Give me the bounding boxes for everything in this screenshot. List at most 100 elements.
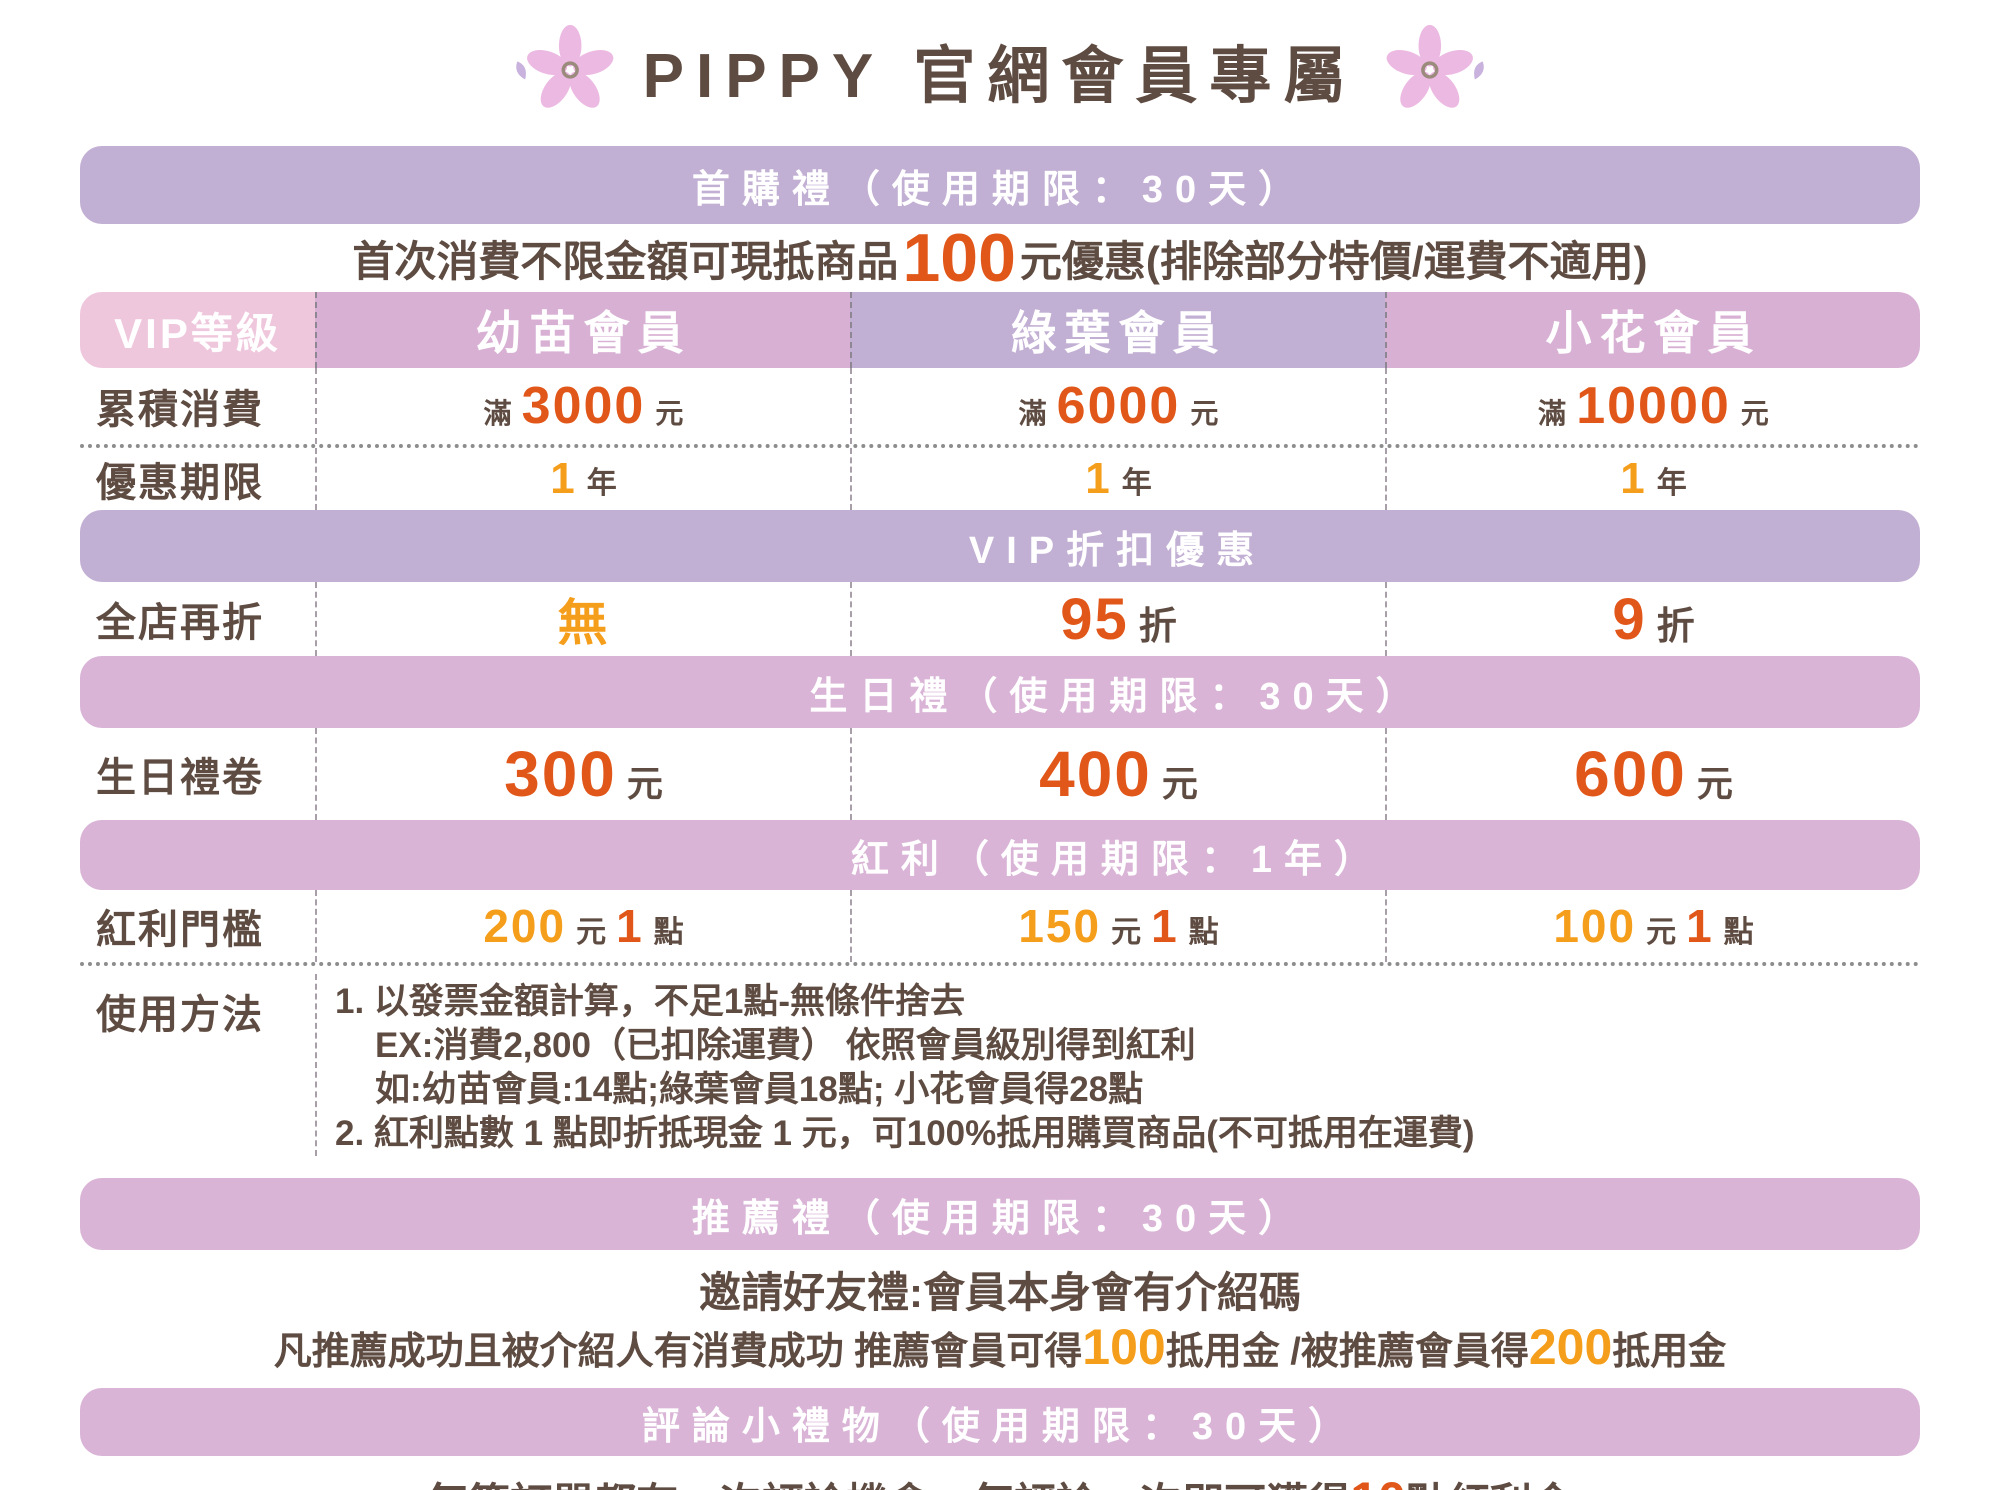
period-cell-seedling: 1 年 [315, 448, 850, 510]
spend-cell-flower: 滿 10000 元 [1385, 368, 1920, 444]
period-unit: 年 [1121, 467, 1152, 500]
review-pre: 每筆訂單都有一次評論機會，每評論一次即可獲得 [426, 1470, 1350, 1490]
review-banner-label: 評論小禮物（使用期限：30天） [641, 1405, 1359, 1448]
threshold-unit: 元 [576, 916, 607, 949]
usage-line-4: 2. 紅利點數 1 點即折抵現金 1 元，可100%抵用購買商品(不可抵用在運費… [335, 1114, 1475, 1153]
birthday-amount: 400 [1039, 738, 1152, 810]
row-label: 累積消費 [96, 388, 264, 432]
tier-header-flower: 小花會員 [1385, 292, 1920, 368]
discount-row: 全店再折 無 95 折 9 折 [80, 582, 1920, 656]
review-post: 點紅利金 [1406, 1470, 1574, 1490]
spend-unit: 元 [655, 398, 684, 429]
threshold-points: 1 [616, 900, 644, 952]
discount-value: 無 [557, 595, 610, 651]
discount-cell-flower: 9 折 [1385, 582, 1920, 656]
period-number: 1 [1085, 454, 1112, 503]
vip-level-label: VIP等級 [114, 309, 281, 357]
period-unit: 年 [1656, 467, 1687, 500]
period-row-label: 優惠期限 [80, 448, 315, 510]
note-amount: 100 [902, 220, 1016, 296]
tier-name: 小花會員 [1545, 307, 1762, 359]
threshold-row-label: 紅利門檻 [80, 890, 315, 962]
birthday-unit: 元 [626, 763, 663, 804]
spend-amount: 10000 [1576, 377, 1731, 435]
spend-unit: 元 [1190, 398, 1219, 429]
tier-name: 綠葉會員 [1010, 307, 1227, 359]
spend-prefix: 滿 [1018, 398, 1047, 429]
usage-row: 使用方法 1. 以發票金額計算，不足1點-無條件捨去 EX:消費2,800（已扣… [80, 966, 1920, 1168]
period-number: 1 [1620, 454, 1647, 503]
tier-header-row: VIP等級 幼苗會員 綠葉會員 小花會員 [80, 292, 1920, 368]
referee-reward-amount: 200 [1528, 1319, 1613, 1375]
spend-unit: 元 [1740, 398, 1769, 429]
discount-value: 95 [1060, 586, 1129, 652]
referral-banner: 推薦禮（使用期限：30天） [80, 1178, 1920, 1250]
usage-line-1: 1. 以發票金額計算，不足1點-無條件捨去 [335, 982, 966, 1021]
threshold-cell-flower: 100 元 1 點 [1385, 890, 1920, 962]
threshold-points-unit: 點 [1188, 916, 1219, 949]
referral-pre: 凡推薦成功且被介紹人有消費成功 推薦會員可得 [273, 1330, 1083, 1373]
discount-row-label: 全店再折 [80, 582, 315, 656]
referral-post: 抵用金 [1612, 1330, 1727, 1373]
period-unit: 年 [586, 467, 617, 500]
discount-unit: 折 [1138, 605, 1177, 648]
birthday-cell-greenleaf: 400 元 [850, 728, 1385, 820]
birthday-amount: 300 [504, 738, 617, 810]
spend-cell-seedling: 滿 3000 元 [315, 368, 850, 444]
sakura-flower-icon [515, 24, 613, 108]
discount-unit: 折 [1656, 605, 1695, 648]
first-purchase-banner-label: 首購禮（使用期限：30天） [691, 168, 1309, 211]
usage-row-label: 使用方法 [80, 974, 315, 1040]
invite-text: 邀請好友禮:會員本身會有介紹碼 [699, 1268, 1301, 1316]
first-purchase-banner: 首購禮（使用期限：30天） [80, 146, 1920, 224]
usage-line-3: 如:幼苗會員:14點;綠葉會員18點; 小花會員得28點 [375, 1070, 1144, 1109]
review-reward-line: 每筆訂單都有一次評論機會，每評論一次即可獲得 10 點紅利金 [80, 1472, 1920, 1490]
birthday-banner-label: 生日禮（使用期限：30天） [809, 675, 1426, 718]
threshold-amount: 100 [1553, 900, 1637, 952]
vip-discount-banner-label: VIP折扣優惠 [968, 529, 1267, 572]
period-row: 優惠期限 1 年 1 年 1 年 [80, 448, 1920, 510]
birthday-cell-seedling: 300 元 [315, 728, 850, 820]
threshold-amount: 150 [1018, 900, 1102, 952]
threshold-points-unit: 點 [1723, 916, 1754, 949]
referral-mid: 抵用金 /被推薦會員得 [1165, 1330, 1529, 1373]
referral-invite-line: 邀請好友禮:會員本身會有介紹碼 [80, 1266, 1920, 1316]
discount-cell-greenleaf: 95 折 [850, 582, 1385, 656]
review-reward-points: 10 [1350, 1475, 1406, 1490]
review-banner: 評論小禮物（使用期限：30天） [80, 1388, 1920, 1456]
referral-banner-label: 推薦禮（使用期限：30天） [691, 1197, 1309, 1240]
spend-row: 累積消費 滿 3000 元 滿 6000 元 滿 10000 元 [80, 368, 1920, 448]
threshold-amount: 200 [483, 900, 567, 952]
birthday-row-label: 生日禮卷 [80, 728, 315, 820]
row-label: 優惠期限 [96, 461, 264, 505]
row-label: 使用方法 [96, 993, 264, 1037]
referral-reward-amount: 100 [1082, 1319, 1166, 1375]
row-label: 生日禮卷 [96, 756, 264, 800]
note-pre: 首次消費不限金額可現抵商品 [352, 237, 899, 285]
discount-value: 9 [1612, 586, 1647, 652]
birthday-unit: 元 [1696, 763, 1733, 804]
referral-reward-line: 凡推薦成功且被介紹人有消費成功 推薦會員可得 100 抵用金 /被推薦會員得 2… [80, 1320, 1920, 1374]
row-label: 紅利門檻 [96, 908, 264, 952]
spend-cell-greenleaf: 滿 6000 元 [850, 368, 1385, 444]
threshold-unit: 元 [1646, 916, 1677, 949]
threshold-points: 1 [1151, 900, 1179, 952]
first-purchase-note: 首次消費不限金額可現抵商品 100 元優惠(排除部分特價/運費不適用) [80, 224, 1920, 292]
discount-cell-seedling: 無 [315, 582, 850, 656]
usage-instructions: 1. 以發票金額計算，不足1點-無條件捨去 EX:消費2,800（已扣除運費） … [315, 974, 1920, 1156]
birthday-banner: 生日禮（使用期限：30天） [80, 656, 1920, 728]
spend-amount: 6000 [1056, 377, 1181, 435]
birthday-unit: 元 [1161, 763, 1198, 804]
tier-name: 幼苗會員 [475, 307, 692, 359]
period-number: 1 [550, 454, 577, 503]
spend-amount: 3000 [521, 377, 646, 435]
threshold-row: 紅利門檻 200 元 1 點 150 元 1 點 100 元 1 點 [80, 890, 1920, 966]
spend-prefix: 滿 [1538, 398, 1567, 429]
birthday-row: 生日禮卷 300 元 400 元 600 元 [80, 728, 1920, 820]
threshold-cell-greenleaf: 150 元 1 點 [850, 890, 1385, 962]
threshold-cell-seedling: 200 元 1 點 [315, 890, 850, 962]
row-label: 全店再折 [96, 601, 264, 645]
birthday-cell-flower: 600 元 [1385, 728, 1920, 820]
threshold-unit: 元 [1111, 916, 1142, 949]
note-post: 元優惠(排除部分特價/運費不適用) [1019, 237, 1648, 285]
